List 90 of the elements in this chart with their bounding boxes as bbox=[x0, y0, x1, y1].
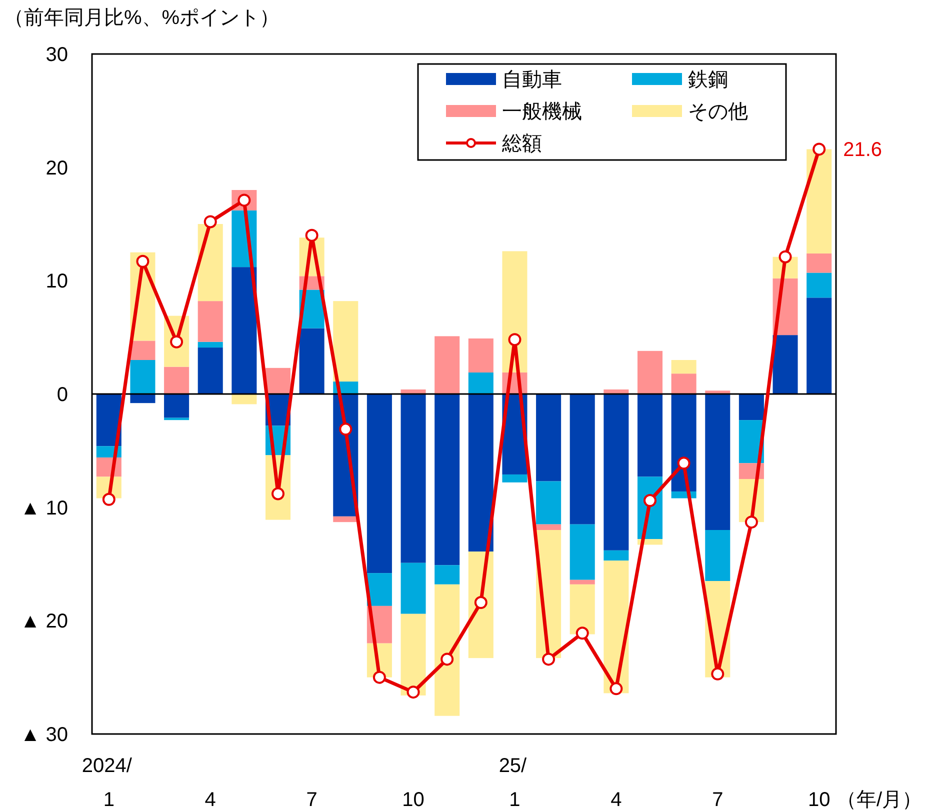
y-tick-label: 30 bbox=[46, 44, 68, 66]
bar bbox=[130, 340, 156, 360]
point bbox=[744, 516, 758, 529]
y-tick-label: ▲ 30 bbox=[20, 724, 68, 746]
bar bbox=[434, 584, 460, 716]
bar bbox=[468, 372, 494, 394]
bar bbox=[400, 562, 426, 614]
bar bbox=[738, 394, 764, 420]
y-axis-title: （前年同月比%、%ポイント） bbox=[4, 7, 280, 29]
legend-label: 一般機械 bbox=[502, 101, 582, 123]
bar bbox=[434, 336, 460, 394]
bar bbox=[705, 530, 730, 581]
point bbox=[305, 228, 318, 242]
bar bbox=[705, 394, 730, 530]
point bbox=[711, 667, 724, 680]
point bbox=[372, 670, 386, 684]
point bbox=[204, 215, 217, 228]
point bbox=[812, 142, 826, 156]
bar bbox=[806, 253, 832, 273]
y-tick-label: 20 bbox=[46, 157, 68, 180]
x-tick-label: 10 bbox=[402, 789, 424, 811]
bar bbox=[671, 360, 696, 374]
x-tick-label: 10 bbox=[808, 789, 830, 811]
bar bbox=[637, 394, 663, 477]
bar bbox=[671, 374, 696, 394]
y-tick-label: ▲ 20 bbox=[20, 610, 68, 633]
bar bbox=[366, 394, 392, 574]
point bbox=[542, 652, 556, 666]
legend-label: その他 bbox=[688, 101, 748, 123]
x-tick-label: 4 bbox=[204, 789, 216, 811]
x-tick-label: 7 bbox=[712, 789, 724, 811]
point bbox=[136, 254, 150, 268]
point bbox=[508, 333, 522, 346]
y-tick-label: 10 bbox=[46, 270, 68, 293]
bar bbox=[299, 328, 324, 394]
bar bbox=[434, 394, 460, 566]
bar bbox=[806, 298, 832, 394]
bar bbox=[333, 301, 358, 382]
bar bbox=[130, 360, 156, 394]
bar bbox=[570, 524, 595, 580]
bar bbox=[198, 224, 223, 302]
point bbox=[102, 492, 116, 506]
bar bbox=[434, 565, 460, 584]
data-label: 21.6 bbox=[843, 139, 882, 162]
bar bbox=[198, 342, 223, 348]
x-tick-label: 7 bbox=[306, 789, 318, 811]
bar bbox=[536, 481, 562, 524]
bar bbox=[536, 394, 562, 482]
bar bbox=[570, 584, 595, 634]
point bbox=[440, 652, 454, 666]
x-axis-title: （年/月） bbox=[836, 789, 922, 811]
bar bbox=[232, 267, 257, 394]
x-tick-label: 25/ 1 bbox=[498, 755, 528, 811]
point bbox=[778, 250, 792, 264]
point bbox=[677, 456, 690, 470]
bar bbox=[806, 149, 832, 254]
x-tick-label: 4 bbox=[610, 789, 622, 811]
bar bbox=[468, 394, 494, 552]
bar bbox=[366, 573, 392, 606]
x-tick-label: 2024/ 1 bbox=[82, 755, 132, 811]
bar bbox=[604, 394, 629, 550]
bar bbox=[164, 366, 190, 394]
bar bbox=[198, 301, 223, 342]
bar bbox=[570, 580, 595, 584]
bar bbox=[502, 474, 528, 482]
point bbox=[610, 682, 623, 696]
bar bbox=[198, 348, 223, 394]
bar bbox=[570, 394, 595, 524]
point bbox=[474, 596, 488, 610]
bar bbox=[333, 516, 358, 522]
bar bbox=[265, 368, 291, 394]
point bbox=[406, 686, 420, 699]
legend-label: 鉄鋼 bbox=[688, 69, 728, 91]
legend-label: 総額 bbox=[501, 133, 542, 155]
bar bbox=[637, 350, 663, 394]
bar bbox=[400, 394, 426, 563]
bar bbox=[468, 338, 494, 372]
bar bbox=[604, 550, 629, 561]
bar bbox=[400, 614, 426, 696]
bar bbox=[806, 272, 832, 298]
bar bbox=[164, 394, 190, 418]
point bbox=[576, 626, 589, 640]
bar bbox=[772, 335, 798, 394]
legend-label: 自動車 bbox=[502, 69, 562, 91]
y-tick-label: 0 bbox=[56, 384, 68, 406]
point bbox=[644, 494, 656, 508]
point bbox=[272, 487, 284, 500]
bar bbox=[536, 524, 562, 530]
point bbox=[339, 422, 352, 436]
y-tick-label: ▲ 10 bbox=[20, 497, 68, 520]
